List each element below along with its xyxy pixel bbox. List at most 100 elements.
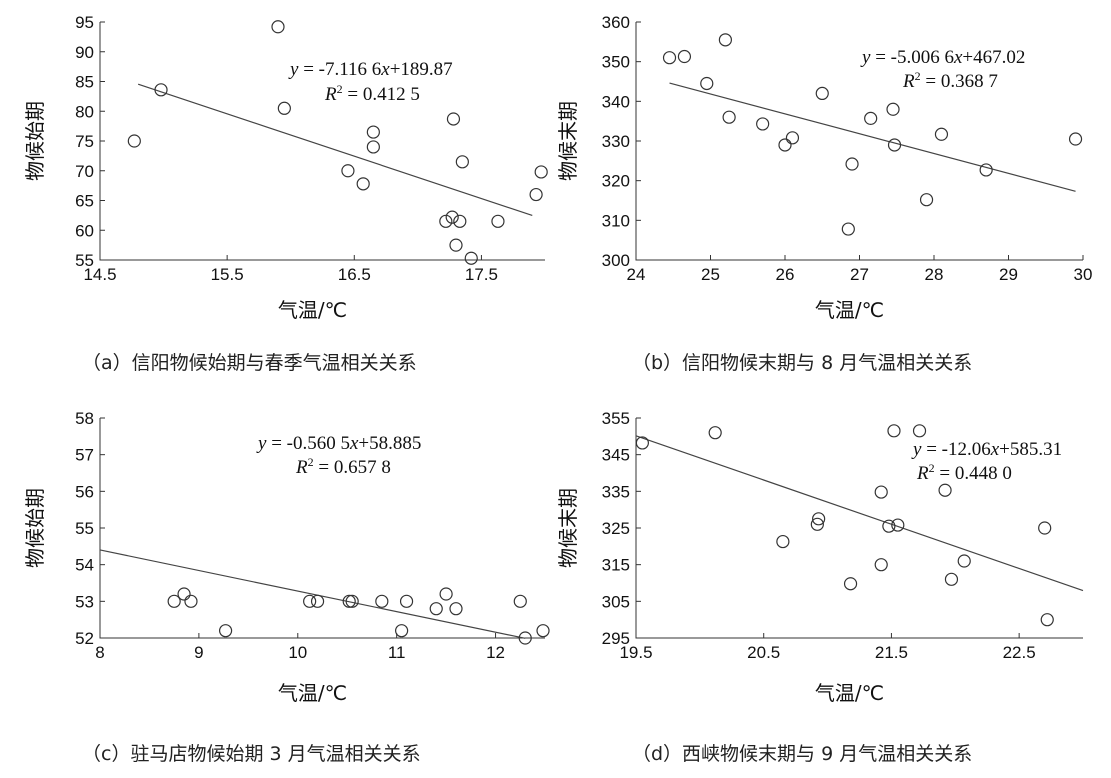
- data-point: [303, 594, 317, 608]
- y-tick-label: 355: [602, 409, 630, 428]
- x-tick-label: 29: [999, 265, 1018, 284]
- y-tick-label: 335: [602, 482, 630, 501]
- data-point: [677, 49, 692, 64]
- y-tick-label: 56: [75, 482, 94, 501]
- eq-x-var: x: [349, 433, 359, 454]
- data-point: [635, 436, 649, 450]
- x-axis-title: 气温/℃: [815, 681, 884, 705]
- chart-panel-b: 300 310 320 330 340 350 360 24 25 26 27 28 29 30 y = -…: [556, 13, 1092, 374]
- data-point: [513, 594, 527, 608]
- eq-intercept: +58.885: [358, 433, 421, 454]
- eq-y-var: y: [911, 439, 922, 460]
- y-axis-title: 物候末期: [556, 101, 580, 181]
- eq-coefficient: = -12.06: [921, 439, 990, 460]
- y-tick-label: 55: [75, 519, 94, 538]
- r2-value: = 0.448 0: [935, 463, 1012, 484]
- y-tick-label: 315: [602, 556, 630, 575]
- chart-panel-a: 55 60 65 70 75 80 85 90 95 14.5 15.5 16.5 17.5 y = -7…: [23, 13, 548, 374]
- r2-symbol: R: [295, 457, 308, 478]
- data-point: [845, 157, 859, 171]
- y-tick-label: 95: [75, 13, 94, 32]
- data-point: [464, 251, 478, 265]
- data-point: [1068, 132, 1083, 146]
- regression-equation: y = -0.560 5x+58.885: [256, 433, 421, 454]
- x-tick-label: 14.5: [83, 265, 116, 284]
- r2-superscript: 2: [929, 461, 935, 475]
- y-tick-label: 58: [75, 409, 94, 428]
- r-squared: R2 = 0.412 5: [324, 82, 420, 105]
- r2-value: = 0.368 7: [921, 71, 998, 92]
- data-point: [957, 554, 971, 568]
- data-point: [662, 51, 677, 65]
- y-tick-label: 305: [602, 592, 630, 611]
- y-tick-label: 55: [75, 251, 94, 270]
- x-tick-label: 8: [95, 643, 104, 662]
- x-tick-label: 28: [925, 265, 944, 284]
- data-point: [938, 483, 952, 497]
- y-tick-label: 325: [602, 519, 630, 538]
- r2-superscript: 2: [337, 82, 343, 96]
- eq-x-var: x: [990, 439, 1000, 460]
- data-point: [882, 519, 896, 533]
- y-tick-label: 53: [75, 592, 94, 611]
- data-point: [874, 485, 888, 499]
- x-tick-label: 25: [701, 265, 720, 284]
- y-tick-label: 310: [602, 211, 630, 230]
- y-axis-title: 物候始期: [23, 101, 47, 181]
- r2-value: = 0.657 8: [314, 457, 391, 478]
- data-point: [756, 117, 770, 131]
- chart-panel-d: 295 305 315 325 335 345 355 19.5 20.5 21.5 22.5 y =…: [556, 409, 1084, 765]
- eq-y-var: y: [256, 433, 267, 454]
- r2-superscript: 2: [915, 69, 921, 83]
- x-tick-label: 26: [776, 265, 795, 284]
- regression-equation: y = -5.006 6x+467.02: [860, 47, 1025, 68]
- trend-line: [635, 435, 1084, 592]
- y-tick-label: 60: [75, 221, 94, 240]
- x-axis-title: 气温/℃: [278, 298, 347, 322]
- chart-panel-c: 52 53 54 55 56 57 58 8 9 10 11 12 y = -0.560 5x+58.8…: [23, 409, 550, 765]
- r-squared: R2 = 0.368 7: [902, 69, 998, 92]
- data-point: [341, 164, 355, 178]
- x-tick-label: 30: [1074, 265, 1093, 284]
- data-point: [919, 193, 934, 207]
- data-point: [934, 127, 949, 141]
- x-tick-label: 10: [288, 643, 307, 662]
- eq-coefficient: = -7.116 6: [298, 59, 381, 80]
- data-point: [366, 125, 380, 139]
- data-point: [718, 33, 733, 47]
- trend-line: [669, 82, 1076, 192]
- data-point: [184, 594, 198, 608]
- y-tick-label: 65: [75, 192, 94, 211]
- y-tick-label: 320: [602, 172, 630, 191]
- regression-equation: y = -12.06x+585.31: [911, 439, 1062, 460]
- x-axis-title: 气温/℃: [278, 681, 347, 705]
- y-tick-label: 75: [75, 132, 94, 151]
- data-point: [445, 210, 459, 224]
- x-tick-label: 20.5: [747, 643, 780, 662]
- x-tick-label: 16.5: [338, 265, 371, 284]
- data-point: [154, 83, 168, 97]
- data-point: [778, 138, 792, 152]
- x-tick-label: 15.5: [211, 265, 244, 284]
- x-tick-label: 21.5: [875, 643, 908, 662]
- data-point: [167, 594, 181, 608]
- data-point: [218, 624, 233, 638]
- y-axis-title: 物候始期: [23, 488, 47, 568]
- data-point: [439, 214, 453, 228]
- trend-line: [99, 549, 526, 639]
- data-point: [429, 602, 443, 616]
- eq-coefficient: = -5.006 6: [870, 47, 954, 68]
- data-point: [891, 518, 905, 532]
- data-point: [534, 165, 548, 179]
- r2-superscript: 2: [308, 455, 314, 469]
- data-point: [271, 20, 285, 34]
- data-point: [536, 624, 550, 638]
- data-point: [1040, 613, 1054, 627]
- r-squared: R2 = 0.657 8: [295, 455, 391, 478]
- y-tick-label: 360: [602, 13, 630, 32]
- data-point: [449, 602, 463, 616]
- data-point: [944, 572, 959, 586]
- data-point: [310, 594, 325, 608]
- data-point: [785, 131, 800, 145]
